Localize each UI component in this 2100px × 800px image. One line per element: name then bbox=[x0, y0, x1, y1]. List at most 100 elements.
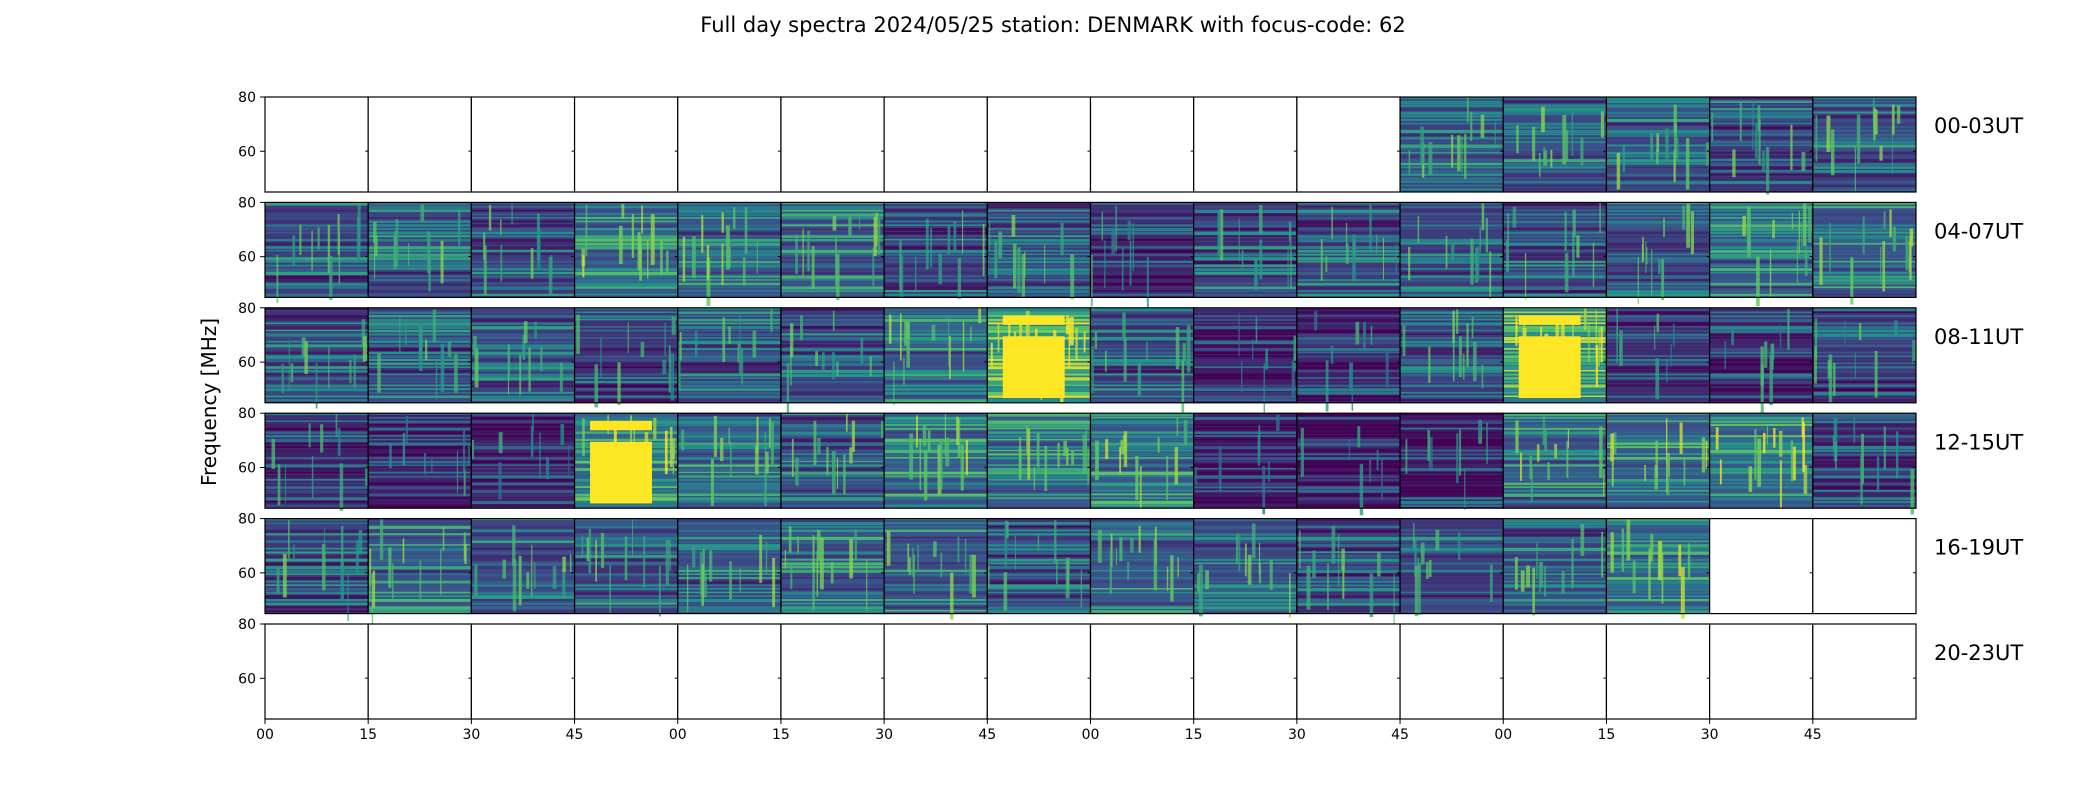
spectrum-panel bbox=[470, 623, 576, 720]
spectrum-panel bbox=[573, 412, 679, 509]
spectrum-panel bbox=[573, 517, 679, 617]
y-tick-label: 80 bbox=[238, 617, 256, 633]
spectrum-panel bbox=[264, 201, 369, 303]
x-tick-label: 00 bbox=[1082, 727, 1100, 743]
spectrum-panel bbox=[1193, 307, 1298, 415]
spectrum-panel bbox=[367, 307, 472, 404]
spectrum-panel bbox=[1605, 412, 1711, 509]
spectrum-panel bbox=[367, 201, 472, 298]
spectrum-panel bbox=[986, 517, 1092, 615]
spectrum-panel bbox=[264, 623, 369, 720]
y-tick-label: 60 bbox=[238, 460, 256, 476]
spectrum-panel bbox=[677, 201, 782, 307]
spectrum-panel bbox=[1089, 201, 1195, 308]
spectrum-panel bbox=[470, 96, 576, 193]
chart-title: Full day spectra 2024/05/25 station: DEN… bbox=[700, 13, 1405, 37]
spectrum-panel bbox=[264, 517, 369, 622]
spectrum-panel bbox=[1812, 517, 1917, 615]
spectrum-panel bbox=[1296, 307, 1401, 412]
spectrum-panel bbox=[1193, 517, 1298, 618]
spectrum-panel bbox=[780, 201, 885, 301]
spectrum-panel bbox=[573, 623, 679, 720]
spectrum-panel bbox=[1812, 623, 1917, 720]
x-tick-label: 15 bbox=[359, 727, 377, 743]
spectrum-panel bbox=[1812, 307, 1917, 404]
spectrum-panel bbox=[1709, 412, 1814, 509]
spectrum-panel bbox=[1193, 201, 1298, 298]
spectra-row: 60 80 12-15UT bbox=[238, 406, 2023, 516]
spectra-row: 60 80 00-03UT bbox=[238, 90, 2023, 195]
y-tick-label: 60 bbox=[238, 566, 256, 582]
spectrum-panel bbox=[1605, 623, 1711, 720]
spectrum-panel bbox=[1296, 412, 1401, 516]
y-tick-label: 80 bbox=[238, 301, 256, 317]
row-time-label: 16-19UT bbox=[1934, 536, 2023, 560]
spectra-rows: 60 80 00-03UT 60 80 04-07UT 60 80 08-11UT 60 80 12-… bbox=[238, 90, 2023, 720]
spectrum-panel bbox=[1812, 96, 1917, 193]
spectrum-panel bbox=[470, 201, 576, 298]
spectrum-panel bbox=[883, 201, 988, 299]
spectrum-panel bbox=[1502, 412, 1608, 509]
spectrum-panel bbox=[1296, 201, 1401, 298]
spectrum-panel bbox=[883, 412, 988, 509]
x-tick-label: 15 bbox=[1598, 727, 1616, 743]
row-time-label: 00-03UT bbox=[1934, 114, 2023, 138]
x-tick-label: 45 bbox=[1391, 727, 1409, 743]
spectrum-panel bbox=[1089, 307, 1195, 413]
spectrum-panel bbox=[1089, 412, 1195, 509]
spectrum-panel bbox=[1605, 307, 1711, 404]
spectra-row: 60 80 04-07UT bbox=[238, 195, 2023, 308]
spectrum-panel bbox=[780, 412, 885, 509]
spectrum-panel bbox=[1089, 623, 1195, 720]
spectrum-panel bbox=[1399, 623, 1504, 720]
row-time-label: 04-07UT bbox=[1934, 220, 2023, 244]
spectra-row: 60 80 08-11UT bbox=[238, 301, 2023, 415]
spectrum-panel bbox=[1502, 623, 1608, 720]
spectrum-panel bbox=[1399, 517, 1504, 617]
row-time-label: 20-23UT bbox=[1934, 641, 2023, 665]
spectrum-panel bbox=[1296, 623, 1401, 720]
spectrum-panel bbox=[1399, 96, 1504, 193]
spectrum-panel bbox=[1709, 623, 1814, 720]
spectrum-panel bbox=[1399, 412, 1504, 510]
spectrum-panel bbox=[1605, 96, 1711, 193]
spectrum-panel bbox=[470, 412, 576, 509]
spectrum-panel bbox=[780, 623, 885, 720]
spectrum-panel bbox=[1089, 517, 1195, 615]
y-tick-label: 80 bbox=[238, 512, 256, 528]
spectrum-panel bbox=[573, 96, 679, 193]
spectrum-panel bbox=[470, 517, 576, 615]
y-tick-label: 80 bbox=[238, 406, 256, 422]
y-tick-label: 60 bbox=[238, 355, 256, 371]
spectrum-panel bbox=[264, 307, 369, 409]
spectrum-panel bbox=[1089, 96, 1195, 193]
x-tick-label: 45 bbox=[566, 727, 584, 743]
spectrum-panel bbox=[986, 623, 1092, 720]
spectrum-panel bbox=[1709, 96, 1814, 195]
y-axis-label: Frequency [MHz] bbox=[197, 318, 221, 486]
spectrum-panel bbox=[986, 307, 1092, 405]
spectrum-panel bbox=[264, 96, 369, 193]
spectrum-panel bbox=[677, 412, 782, 509]
spectrum-panel bbox=[470, 307, 576, 404]
y-tick-label: 60 bbox=[238, 250, 256, 266]
spectrum-panel bbox=[1709, 201, 1814, 307]
y-tick-label: 60 bbox=[238, 144, 256, 160]
spectrum-panel bbox=[1605, 201, 1711, 305]
spectrum-panel bbox=[367, 96, 472, 193]
spectrum-panel bbox=[1502, 517, 1608, 616]
x-tick-label: 15 bbox=[772, 727, 790, 743]
spectrum-panel bbox=[1399, 307, 1504, 404]
x-tick-label: 00 bbox=[669, 727, 687, 743]
spectrum-panel bbox=[677, 623, 782, 720]
spectrum-panel bbox=[1193, 623, 1298, 720]
spectrum-panel bbox=[367, 412, 472, 509]
spectrum-panel bbox=[780, 96, 885, 193]
spectrum-panel bbox=[883, 623, 988, 720]
spectrum-panel bbox=[677, 96, 782, 193]
y-tick-label: 80 bbox=[238, 195, 256, 211]
spectrum-panel bbox=[573, 307, 679, 408]
spectrum-panel bbox=[780, 517, 885, 615]
spectrum-panel bbox=[1193, 96, 1298, 193]
x-tick-label: 45 bbox=[978, 727, 996, 743]
